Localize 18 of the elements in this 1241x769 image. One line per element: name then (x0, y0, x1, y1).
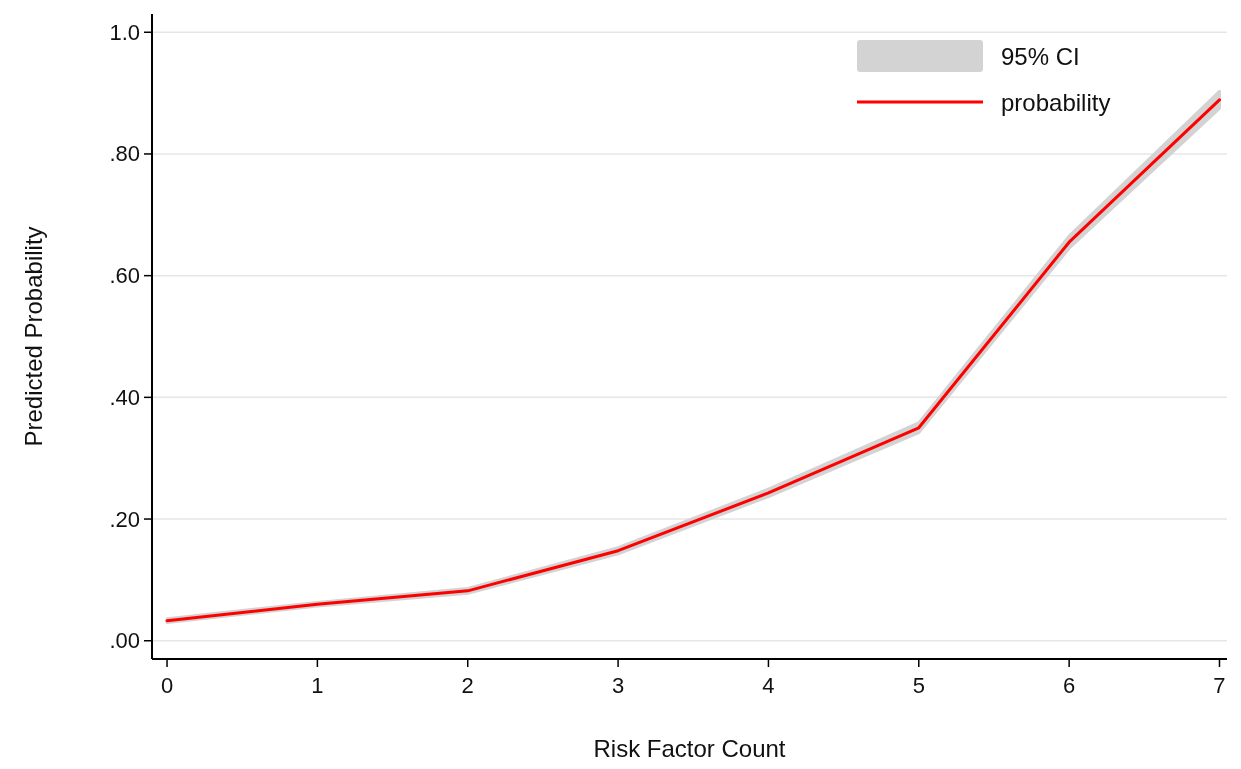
y-tick-label: .00 (109, 628, 140, 654)
x-tick-label: 1 (311, 673, 324, 698)
x-tick-label: 3 (611, 673, 625, 698)
text: probability (1001, 88, 1111, 116)
y-tick-label: 1.0 (109, 19, 140, 45)
annotation: 95% CI (1001, 42, 1080, 70)
x-axis-title: Risk Factor Count (593, 735, 786, 762)
y-tick-label: .20 (109, 506, 140, 532)
x-tick-label: 6 (1063, 673, 1076, 698)
y-tick-label: .60 (109, 263, 140, 289)
x-tick-label: 5 (912, 673, 925, 698)
y-axis-title: Predicted Probability (20, 226, 47, 447)
x-tick-label: 4 (762, 673, 775, 698)
x-tick-label: 0 (160, 673, 174, 698)
y-tick-label: .40 (109, 384, 140, 410)
x-tick-label: 2 (461, 673, 474, 698)
y-tick-label: .80 (109, 141, 140, 167)
x-tick-label: 7 (1213, 673, 1226, 698)
